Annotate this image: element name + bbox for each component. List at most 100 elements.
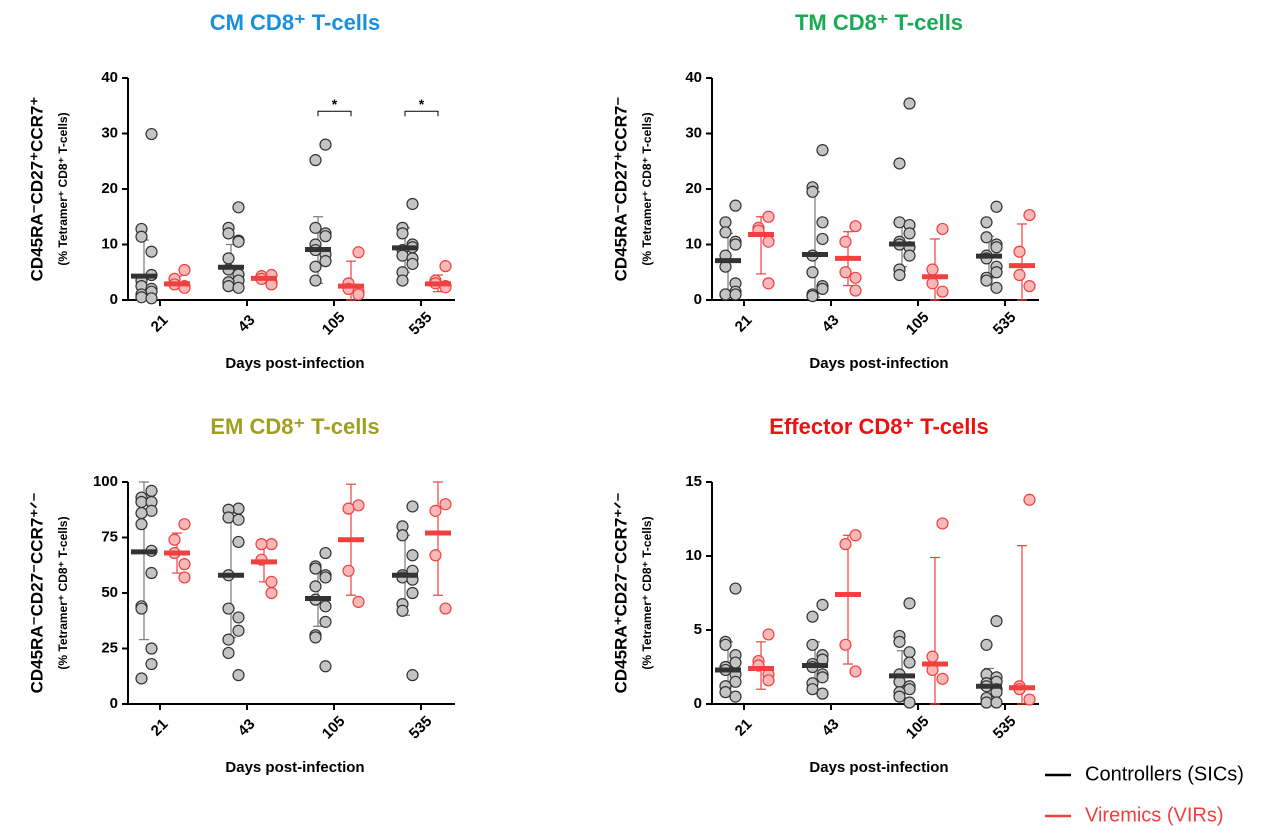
data-point: [1023, 493, 1036, 506]
y-axis-label: CD45RA⁻CD27⁻CCR7⁺ᐟ⁻: [27, 493, 46, 694]
data-point: [806, 638, 819, 651]
data-point: [309, 274, 322, 287]
data-point: [719, 226, 732, 239]
data-point: [406, 549, 419, 562]
data-point: [903, 97, 916, 110]
significance-label: *: [332, 96, 338, 112]
y-tick-label: 10: [685, 547, 702, 564]
data-point: [178, 518, 191, 531]
y-tick-label: 10: [101, 235, 118, 252]
data-point: [762, 628, 775, 641]
data-point: [168, 533, 181, 546]
data-point: [145, 484, 158, 497]
data-point: [319, 600, 332, 613]
data-point: [429, 504, 442, 517]
data-point: [406, 197, 419, 211]
y-axis-sublabel: (% Tetramer⁺ CD8⁺ T-cells): [640, 516, 654, 669]
panel: EM CD8⁺ T-cells CD45RA⁻CD27⁻CCR7⁺ᐟ⁻ (% Tet…: [27, 414, 455, 776]
data-point: [178, 263, 191, 277]
data-point: [719, 686, 732, 699]
data-point: [309, 221, 322, 234]
y-tick-label: 40: [685, 69, 702, 86]
data-point: [980, 231, 993, 244]
data-point: [926, 650, 939, 663]
data-point: [145, 127, 158, 141]
x-tick-label: 21: [148, 312, 172, 336]
data-point: [990, 200, 1003, 213]
y-tick-label: 5: [694, 621, 702, 638]
data-point: [222, 280, 235, 293]
data-point: [816, 232, 829, 246]
data-point: [816, 687, 829, 700]
data-point: [145, 292, 158, 305]
data-point: [319, 546, 332, 560]
data-point: [309, 154, 322, 167]
data-point: [352, 499, 365, 512]
y-tick-label: 15: [685, 473, 702, 490]
x-tick-label: 21: [732, 716, 756, 740]
y-tick-label: 40: [101, 69, 118, 86]
data-point: [729, 199, 742, 212]
data-point: [232, 611, 245, 624]
chart-title: CM CD8⁺ T-cells: [210, 10, 381, 35]
data-point: [849, 271, 862, 284]
data-point: [849, 220, 862, 233]
legend-label: Viremics (VIRs): [1085, 804, 1224, 826]
data-point: [222, 602, 235, 615]
significance-bracket: [404, 110, 439, 117]
data-point: [990, 615, 1003, 628]
x-tick-label: 535: [990, 309, 1020, 339]
y-axis-label: CD45RA⁺CD27⁻CCR7⁺ᐟ⁻: [611, 493, 630, 694]
data-point: [135, 291, 148, 304]
y-tick-label: 20: [101, 180, 118, 197]
data-point: [903, 597, 916, 610]
data-point: [135, 230, 148, 243]
data-point: [406, 669, 419, 682]
data-point: [342, 564, 355, 577]
x-tick-label: 105: [319, 309, 349, 339]
data-point: [893, 635, 906, 648]
data-point: [903, 683, 916, 696]
x-axis-label: Days post-infection: [809, 759, 948, 776]
data-point: [893, 690, 906, 703]
data-point: [893, 157, 906, 170]
data-point: [145, 245, 158, 258]
data-point: [255, 538, 268, 551]
data-point: [232, 535, 245, 549]
y-axis-label: CD45RA⁻CD27⁺CCR7⁺: [27, 97, 46, 282]
data-point: [145, 504, 158, 517]
data-point: [232, 513, 245, 526]
chart-title: EM CD8⁺ T-cells: [210, 414, 379, 439]
x-axis-label: Days post-infection: [809, 355, 948, 372]
y-axis-sublabel: (% Tetramer⁺ CD8⁺ T-cells): [640, 112, 654, 265]
data-point: [816, 144, 829, 157]
data-point: [719, 288, 732, 301]
data-point: [145, 566, 158, 580]
data-point: [903, 646, 916, 659]
data-point: [839, 235, 852, 248]
y-tick-label: 20: [685, 180, 702, 197]
y-tick-label: 100: [93, 473, 118, 490]
data-point: [893, 216, 906, 229]
data-point: [893, 268, 906, 282]
y-tick-label: 30: [685, 124, 702, 141]
data-point: [309, 580, 322, 593]
data-point: [352, 246, 365, 259]
data-point: [135, 518, 148, 531]
y-tick-label: 0: [110, 695, 118, 712]
data-point: [990, 241, 1003, 254]
data-point: [145, 642, 158, 655]
x-tick-label: 535: [990, 713, 1020, 743]
data-point: [903, 696, 916, 709]
data-point: [319, 255, 332, 268]
data-point: [936, 285, 949, 298]
data-point: [729, 690, 742, 703]
data-point: [135, 672, 148, 685]
data-point: [439, 602, 452, 615]
data-point: [729, 656, 742, 669]
data-point: [222, 227, 235, 240]
y-tick-label: 0: [694, 291, 702, 308]
data-point: [145, 657, 158, 671]
x-tick-label: 43: [235, 716, 259, 740]
data-point: [352, 595, 365, 608]
